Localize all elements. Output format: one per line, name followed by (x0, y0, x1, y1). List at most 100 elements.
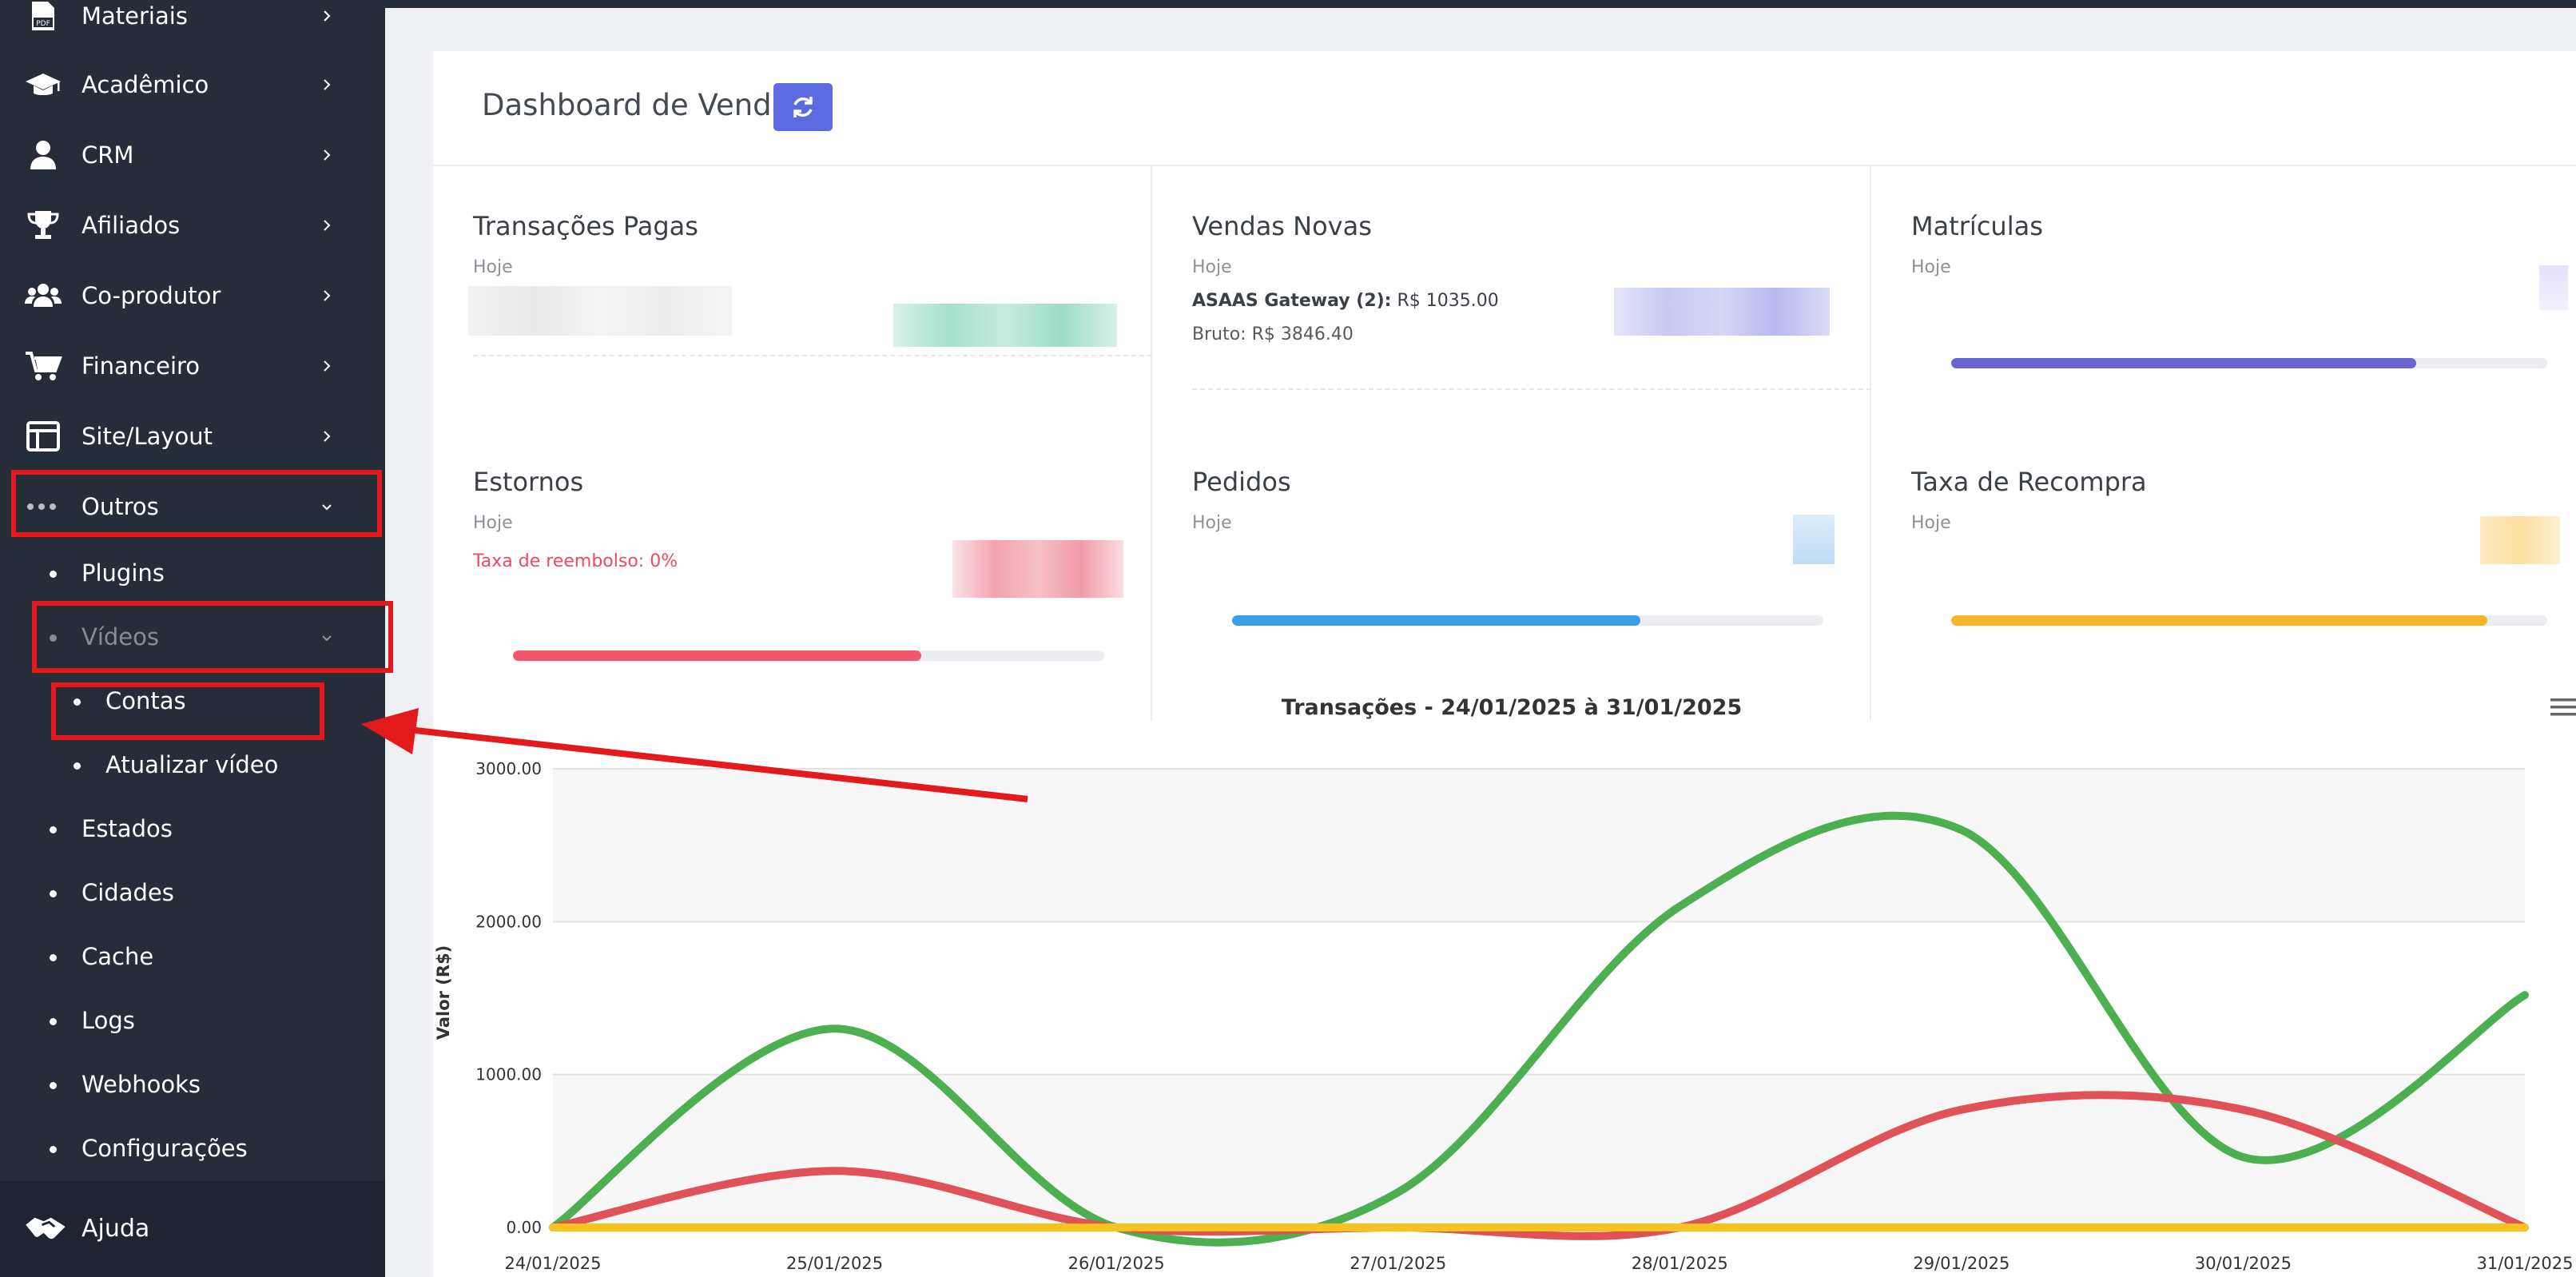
chevron-right-icon (324, 431, 331, 442)
card-title: Vendas Novas (1192, 211, 1372, 241)
sidebar-item-label: Acadêmico (81, 71, 209, 98)
page-title: Dashboard de Vendas (482, 88, 805, 122)
chevron-down-icon (322, 635, 332, 642)
sidebar-subitem-label: Cache (81, 943, 154, 970)
gateway-label: ASAAS Gateway (2): (1192, 291, 1392, 311)
sidebar-item-crm[interactable]: CRM (0, 131, 385, 179)
sidebar-item-label: Site/Layout (81, 423, 213, 450)
x-tick-label: 30/01/2025 (2195, 1254, 2292, 1273)
chart-title: Transações - 24/01/2025 à 31/01/2025 (1282, 695, 1743, 720)
sidebar-subitem-cache[interactable]: Cache (0, 933, 385, 981)
sidebar-item-afiliados[interactable]: Afiliados (0, 201, 385, 249)
card-transacoes-pagas: Transações Pagas Hoje (468, 211, 1152, 395)
layout-icon (26, 421, 60, 452)
top-navbar (385, 0, 2576, 8)
graduation-cap-icon (26, 74, 61, 95)
sidebar-subitem-plugins[interactable]: Plugins (0, 550, 385, 598)
sidebar-subitem-estados[interactable]: Estados (0, 806, 385, 853)
sidebar-subitem-cidades[interactable]: Cidades (0, 869, 385, 917)
sidebar-item-label: Co-produtor (81, 282, 221, 309)
chevron-right-icon (324, 149, 331, 161)
card-matriculas: Matrículas Hoje (1911, 211, 2574, 435)
chevron-right-icon (324, 10, 331, 22)
sidebar-item-site-layout[interactable]: Site/Layout (0, 412, 385, 460)
card-vendas-novas: Vendas Novas Hoje ASAAS Gateway (2): R$ … (1192, 211, 1871, 435)
bullet-icon (50, 826, 57, 833)
x-tick-label: 27/01/2025 (1350, 1254, 1446, 1273)
refresh-icon (793, 97, 813, 117)
hamburger-icon[interactable] (2550, 698, 2576, 716)
sparkline-thumbnail (1614, 288, 1830, 336)
chevron-right-icon (324, 360, 331, 372)
sidebar-item-label: Materiais (81, 2, 188, 30)
svg-text:PDF: PDF (36, 20, 50, 28)
users-icon (25, 284, 62, 307)
series-line-0[interactable] (549, 811, 2529, 1247)
blurred-value (468, 286, 732, 336)
sidebar-subitem-logs[interactable]: Logs (0, 997, 385, 1045)
dashboard-header: Dashboard de Vendas (433, 51, 2576, 166)
x-tick-label: 28/01/2025 (1632, 1254, 1728, 1273)
sidebar-item-academico[interactable]: Acadêmico (0, 61, 385, 109)
progress-fill (513, 650, 921, 661)
sidebar-item-co-produtor[interactable]: Co-produtor (0, 272, 385, 320)
sidebar: PDF Materiais Acadêmico CRM Afiliados (0, 0, 393, 1277)
progress-fill (1232, 615, 1640, 626)
card-pedidos: Pedidos Hoje (1192, 467, 1871, 706)
gateway-value: R$ 1035.00 (1397, 291, 1499, 311)
pdf-icon: PDF (32, 2, 54, 30)
sidebar-subitem-label: Estados (81, 815, 173, 842)
sparkline-thumbnail (2480, 516, 2560, 564)
card-title: Taxa de Recompra (1911, 467, 2147, 497)
sidebar-item-materiais[interactable]: PDF Materiais (0, 0, 385, 40)
sidebar-subitem-webhooks[interactable]: Webhooks (0, 1061, 385, 1109)
highlight-box-videos (32, 601, 393, 673)
sidebar-item-ajuda[interactable]: Ajuda (0, 1181, 385, 1277)
bullet-icon (50, 890, 57, 897)
sparkline-thumbnail (1793, 515, 1835, 564)
card-estornos: Estornos Hoje Taxa de reembolso: 0% (473, 467, 1152, 722)
sidebar-item-label: Ajuda (81, 1215, 150, 1243)
dashboard-panel: Dashboard de Vendas Transações Pagas Hoj… (433, 51, 2576, 1277)
card-subtitle: Hoje (473, 257, 513, 277)
card-title: Transações Pagas (473, 211, 698, 241)
sidebar-subitem-atualizar-video[interactable]: Atualizar vídeo (0, 742, 385, 790)
pedidos-progress (1232, 615, 1823, 626)
sidebar-subitem-videos[interactable]: Vídeos (0, 614, 385, 662)
sidebar-subitem-contas[interactable]: Contas (0, 678, 385, 726)
card-title: Matrículas (1911, 211, 2043, 241)
card-divider (1151, 166, 1152, 721)
sidebar-subitem-label: Plugins (81, 559, 165, 587)
gateway-line: ASAAS Gateway (2): R$ 1035.00 (1192, 291, 1499, 311)
sparkline-thumbnail (893, 304, 1117, 347)
y-tick-label: 2000.00 (475, 912, 542, 931)
sidebar-subitem-configuracoes[interactable]: Configurações (0, 1125, 385, 1173)
card-separator (473, 355, 1152, 356)
x-tick-label: 31/01/2025 (2476, 1254, 2573, 1273)
transactions-chart: Transações - 24/01/2025 à 31/01/2025 Val… (434, 695, 2576, 1273)
card-divider (1870, 166, 1871, 721)
x-tick-label: 24/01/2025 (504, 1254, 601, 1273)
series-line-1[interactable] (549, 1091, 2529, 1240)
card-subtitle: Hoje (1911, 257, 1951, 277)
card-taxa-recompra: Taxa de Recompra Hoje (1911, 467, 2574, 706)
sidebar-subitem-label: Contas (105, 687, 186, 714)
card-title: Estornos (473, 467, 584, 497)
chevron-down-icon (322, 504, 332, 511)
refresh-button[interactable] (773, 83, 833, 131)
sidebar-item-label: Financeiro (81, 352, 201, 380)
sidebar-item-outros[interactable]: Outros (0, 483, 385, 531)
bullet-icon (50, 571, 57, 578)
refund-rate: Taxa de reembolso: 0% (473, 551, 678, 571)
sidebar-item-label: CRM (81, 141, 134, 169)
chevron-right-icon (324, 290, 331, 301)
y-tick-label: 0.00 (506, 1218, 542, 1237)
user-icon (30, 141, 56, 169)
card-subtitle: Hoje (473, 513, 513, 533)
sidebar-subitem-label: Logs (81, 1007, 135, 1034)
cart-icon (26, 352, 62, 380)
progress-fill (1951, 358, 2416, 368)
progress-fill (1951, 615, 2488, 626)
sidebar-item-financeiro[interactable]: Financeiro (0, 342, 385, 390)
